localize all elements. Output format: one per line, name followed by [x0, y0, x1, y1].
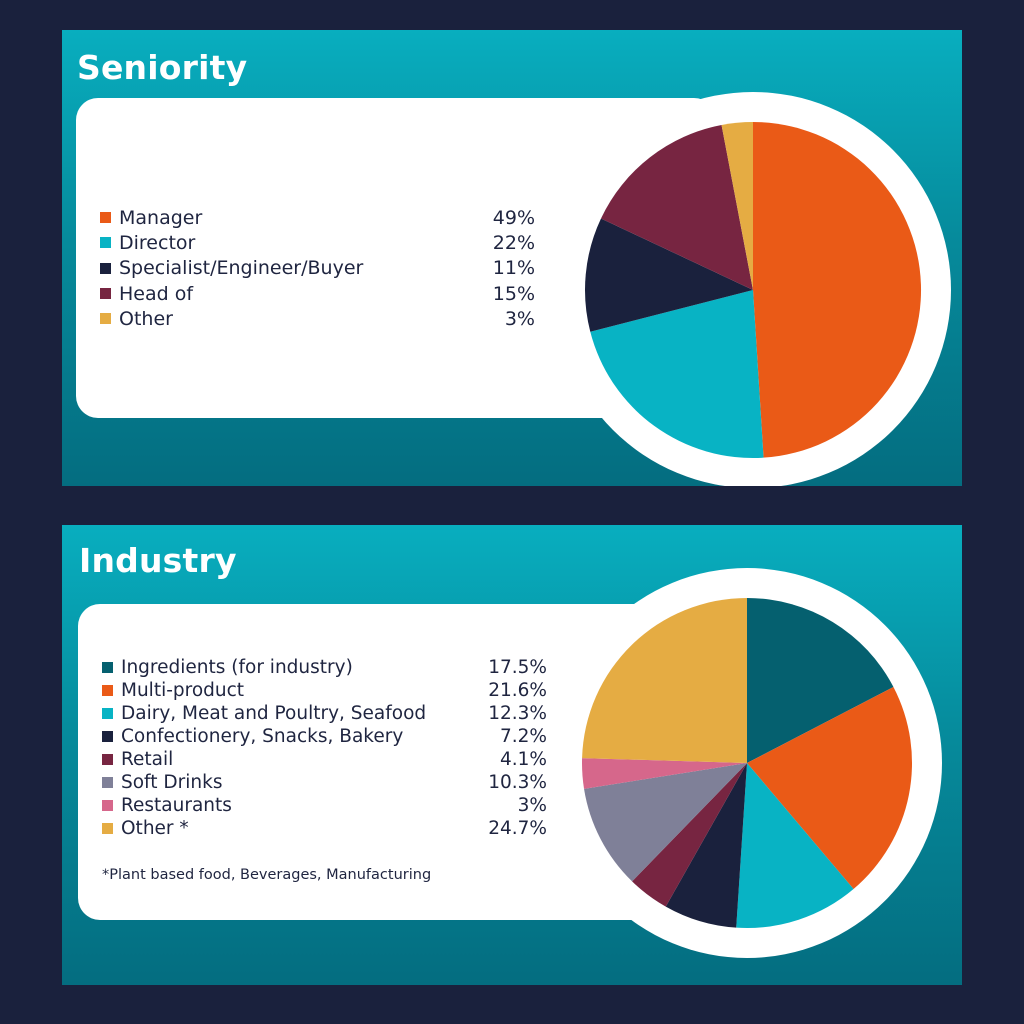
pie-slice-dairy-meat-and-poultry-seafood	[736, 763, 854, 929]
legend-swatch	[102, 754, 113, 765]
pie-slice-specialist-engineer-buyer	[585, 218, 753, 332]
legend-item-retail: Retail 4.1%	[102, 748, 547, 771]
legend-label: Head of	[119, 282, 194, 305]
pie-slice-soft-drinks	[584, 763, 747, 882]
legend-swatch	[100, 313, 111, 325]
legend-value: 10.3%	[488, 772, 547, 793]
industry-legend: Ingredients (for industry) 17.5% Multi-pro…	[102, 656, 547, 840]
legend-swatch	[102, 731, 113, 742]
legend-label: Other	[119, 307, 173, 330]
legend-value: 3%	[504, 307, 535, 330]
legend-swatch	[100, 288, 111, 300]
pie-slice-ingredients-for-industry	[747, 598, 894, 763]
legend-swatch	[102, 685, 113, 696]
seniority-pie-chart	[585, 122, 922, 459]
pie-slice-other	[721, 122, 753, 290]
legend-value: 49%	[492, 206, 535, 229]
legend-item-manager: Manager 49%	[100, 205, 535, 230]
legend-swatch	[102, 662, 113, 673]
legend-value: 3%	[517, 795, 547, 816]
legend-label: Multi-product	[121, 680, 245, 701]
legend-value: 12.3%	[488, 703, 547, 724]
legend-swatch	[102, 800, 113, 811]
legend-label: Other *	[121, 818, 189, 839]
legend-swatch	[100, 212, 111, 224]
legend-value: 7.2%	[500, 726, 547, 747]
industry-pie-chart	[581, 598, 912, 929]
legend-item-dairy-meat-and-poultry-seafood: Dairy, Meat and Poultry, Seafood 12.3%	[102, 702, 547, 725]
industry-panel: Industry Ingredients (for industry) 17.5%…	[62, 525, 962, 985]
pie-slice-head-of	[600, 124, 753, 290]
pie-slice-restaurants	[581, 758, 747, 789]
legend-label: Restaurants	[121, 795, 232, 816]
legend-swatch	[100, 237, 111, 249]
seniority-legend: Manager 49% Director 22% Specialist/Engineer…	[100, 205, 535, 331]
pie-slice-multi-product	[747, 686, 912, 889]
legend-item-other: Other 3%	[100, 306, 535, 331]
pie-slice-confectionery-snacks-bakery	[665, 763, 747, 928]
legend-swatch	[100, 262, 111, 274]
legend-item-soft-drinks: Soft Drinks 10.3%	[102, 771, 547, 794]
legend-swatch	[102, 823, 113, 834]
industry-title: Industry	[79, 541, 237, 580]
legend-label: Director	[119, 231, 196, 254]
legend-item-director: Director 22%	[100, 230, 535, 255]
legend-value: 4.1%	[500, 749, 547, 770]
industry-footnote: *Plant based food, Beverages, Manufactur…	[102, 867, 432, 883]
legend-label: Retail	[121, 749, 174, 770]
pie-slice-director	[590, 290, 764, 459]
legend-swatch	[102, 708, 113, 719]
legend-value: 24.7%	[488, 818, 547, 839]
legend-swatch	[102, 777, 113, 788]
seniority-panel: Seniority Manager 49% Director 22% Specialis…	[62, 30, 962, 486]
seniority-title: Seniority	[77, 48, 248, 87]
legend-item-specialist-engineer-buyer: Specialist/Engineer/Buyer 11%	[100, 256, 535, 281]
legend-label: Ingredients (for industry)	[121, 657, 353, 678]
legend-label: Confectionery, Snacks, Bakery	[121, 726, 404, 747]
legend-label: Dairy, Meat and Poultry, Seafood	[121, 703, 427, 724]
legend-value: 11%	[492, 257, 535, 280]
pie-slice-retail	[632, 763, 747, 907]
legend-value: 15%	[492, 282, 535, 305]
legend-item-restaurants: Restaurants 3%	[102, 794, 547, 817]
legend-value: 21.6%	[488, 680, 547, 701]
legend-item-confectionery-snacks-bakery: Confectionery, Snacks, Bakery 7.2%	[102, 725, 547, 748]
legend-label: Manager	[119, 206, 203, 229]
pie-slice-other	[582, 598, 747, 763]
legend-item-other: Other * 24.7%	[102, 817, 547, 840]
legend-label: Specialist/Engineer/Buyer	[119, 257, 364, 280]
legend-value: 17.5%	[488, 657, 547, 678]
legend-item-ingredients-for-industry: Ingredients (for industry) 17.5%	[102, 656, 547, 679]
legend-item-head-of: Head of 15%	[100, 281, 535, 306]
legend-label: Soft Drinks	[121, 772, 223, 793]
legend-item-multi-product: Multi-product 21.6%	[102, 679, 547, 702]
pie-slice-manager	[753, 122, 922, 458]
legend-value: 22%	[492, 231, 535, 254]
